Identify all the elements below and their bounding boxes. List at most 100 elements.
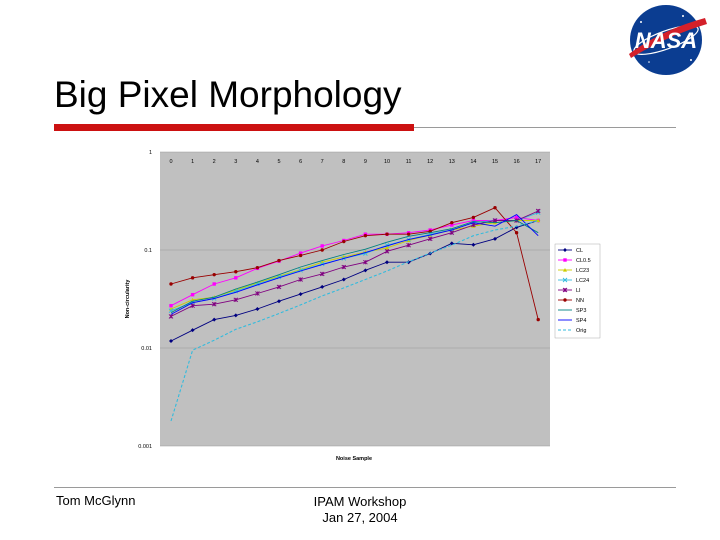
- x-tick-label-9: 9: [364, 159, 367, 165]
- legend-label-CL: CL: [576, 248, 583, 254]
- series-line-CL0.5: [170, 216, 539, 307]
- x-tick-label-13: 13: [449, 159, 455, 165]
- x-tick-label-17: 17: [535, 159, 541, 165]
- y-tick-label-1: 0.1: [144, 248, 152, 254]
- point-LI-17: [535, 208, 541, 214]
- point-CL-5: [277, 299, 281, 304]
- point-CL0.5-7: [320, 244, 324, 248]
- y-tick-labels: 1 0.1 0.01 0.001: [138, 150, 152, 450]
- slide-title: Big Pixel Morphology: [54, 74, 402, 115]
- legend-label-SP4: SP4: [576, 318, 586, 324]
- point-CL-14: [471, 242, 476, 247]
- point-NN-1: [190, 276, 195, 280]
- x-tick-label-15: 15: [492, 159, 498, 165]
- point-NN-15: [493, 206, 497, 210]
- point-LI-8: [341, 264, 347, 270]
- x-tick-label-5: 5: [277, 159, 280, 165]
- x-tick-label-4: 4: [256, 159, 259, 165]
- point-LI-7: [319, 271, 325, 277]
- point-CL-15: [493, 236, 497, 241]
- point-NN-14: [471, 215, 476, 220]
- point-CL0.5-2: [212, 282, 216, 286]
- x-tick-label-10: 10: [384, 159, 390, 165]
- x-tick-label-6: 6: [299, 159, 302, 165]
- point-CL0.5-13: [450, 223, 454, 227]
- legend-label-SP3: SP3: [576, 308, 586, 314]
- point-LI-2: [211, 301, 217, 307]
- legend-marker-NN: [563, 298, 567, 302]
- point-NN-13: [450, 220, 454, 225]
- point-CL-7: [320, 284, 325, 289]
- legend-marker-CL: [563, 248, 567, 252]
- point-NN-4: [255, 265, 260, 270]
- x-tick-label-1: 1: [191, 159, 194, 165]
- point-CL0.5-14: [471, 218, 476, 223]
- point-NN-2: [212, 272, 216, 277]
- series-Orig: [170, 219, 539, 422]
- category-labels: 0 1 2 3 4 5 6 7 8 9 10 11 12 13 14 15 16 17: [169, 159, 541, 165]
- point-LI-15: [492, 218, 498, 223]
- x-tick-label-12: 12: [427, 159, 433, 165]
- x-tick-label-14: 14: [470, 159, 476, 165]
- point-NN-9: [363, 233, 368, 238]
- point-LC23-10: [385, 245, 389, 250]
- point-LI-6: [298, 277, 303, 282]
- point-CL0.5-16: [514, 215, 519, 220]
- point-CL-0: [169, 338, 173, 343]
- series-line-CL: [170, 220, 539, 342]
- point-LI-14: [471, 222, 476, 228]
- y-axis-label: Non-circularity: [125, 279, 131, 319]
- footer-event-name: IPAM Workshop: [313, 494, 407, 509]
- point-LI-3: [233, 297, 239, 303]
- x-tick-label-2: 2: [213, 159, 216, 165]
- gridlines: [160, 151, 550, 447]
- point-CL-1: [190, 328, 195, 333]
- y-tick-label-0: 1: [149, 150, 152, 156]
- point-CL0.5-0: [169, 304, 173, 308]
- series-line-LI: [170, 210, 539, 317]
- footer-divider: [54, 487, 676, 488]
- point-LI-5: [276, 284, 282, 290]
- point-LI-12: [427, 236, 433, 242]
- series-SP4: [170, 214, 539, 315]
- nasa-logo: NASA: [621, 2, 711, 77]
- x-tick-label-3: 3: [234, 159, 237, 165]
- legend-label-NN: NN: [576, 298, 584, 304]
- point-NN-11: [406, 232, 411, 236]
- x-tick-label-11: 11: [406, 159, 412, 165]
- point-NN-3: [234, 270, 238, 274]
- title-underline-gray: [414, 127, 676, 128]
- point-CL0.5-6: [298, 251, 303, 255]
- point-CL-10: [385, 260, 389, 265]
- point-LI-13: [449, 230, 455, 236]
- point-LI-1: [190, 303, 195, 309]
- point-CL-3: [233, 313, 238, 318]
- legend-label-LI: LI: [576, 288, 581, 294]
- legend-label-LC24: LC24: [576, 278, 589, 284]
- series-SP3: [170, 220, 539, 313]
- series-NN: [169, 206, 540, 322]
- point-LI-9: [363, 259, 368, 265]
- legend-marker-CL0.5: [563, 258, 567, 262]
- x-tick-label-7: 7: [321, 159, 324, 165]
- series-line-LC23: [170, 220, 539, 310]
- nasa-logo-text: NASA: [635, 28, 697, 53]
- legend-marker-LC23: [563, 268, 567, 272]
- x-axis-label: Noise Sample: [336, 456, 372, 462]
- plot-area: [160, 152, 550, 446]
- series-line-NN: [170, 207, 539, 320]
- point-LC23-11: [406, 238, 411, 243]
- series-line-SP4: [170, 214, 539, 315]
- y-tick-label-2: 0.01: [141, 346, 152, 352]
- legend-label-CL0.5: CL0.5: [576, 258, 591, 264]
- point-LI-4: [255, 291, 260, 296]
- x-tick-label-16: 16: [514, 159, 520, 165]
- chart-svg: 0 1 2 3 4 5 6 7 8 9 10 11 12 13 14 15 16 17 10.10.010.001…: [125, 150, 601, 462]
- x-tick-label-0: 0: [169, 159, 172, 165]
- point-LI-10: [384, 248, 390, 254]
- series-layer: [168, 206, 541, 422]
- point-NN-10: [385, 232, 389, 236]
- point-NN-7: [320, 248, 324, 252]
- series-line-Orig: [170, 219, 539, 422]
- y-tick-label-3: 0.001: [138, 444, 152, 450]
